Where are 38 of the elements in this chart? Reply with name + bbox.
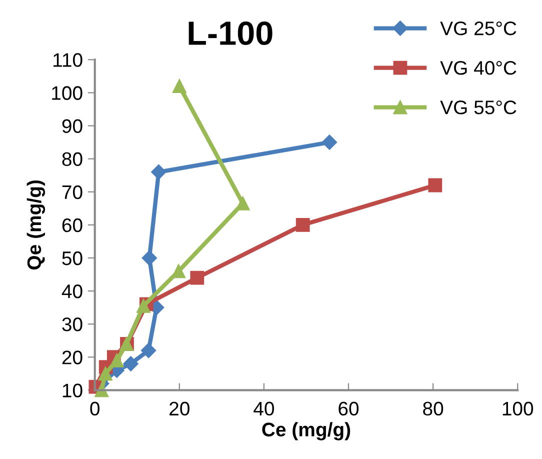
x-tick-label: 80 xyxy=(423,402,444,416)
x-axis-title: Ce (mg/g) xyxy=(262,422,350,440)
y-tick-label: 90 xyxy=(62,119,82,134)
point xyxy=(236,196,250,210)
point xyxy=(428,178,442,192)
point xyxy=(123,356,138,372)
y-tick-label: 110 xyxy=(54,53,82,67)
x-tick-label: 100 xyxy=(502,402,534,416)
point xyxy=(140,342,156,358)
point xyxy=(322,134,338,150)
point xyxy=(94,383,109,398)
y-tick-label: 10 xyxy=(62,384,82,398)
y-tick-label: 60 xyxy=(62,218,82,232)
point xyxy=(190,270,204,285)
y-tick-label: 50 xyxy=(62,251,82,266)
x-tick-label: 60 xyxy=(338,402,359,416)
x-tick-label: 40 xyxy=(254,402,274,416)
y-tick-label: 70 xyxy=(62,185,82,200)
point xyxy=(142,250,157,266)
point xyxy=(172,264,186,278)
point xyxy=(136,298,150,313)
point xyxy=(110,353,124,368)
x-tick-label: 0 xyxy=(90,402,100,416)
y-tick-label: 20 xyxy=(62,350,82,364)
y-tick-label: 80 xyxy=(62,152,82,166)
y-tick-label: 100 xyxy=(52,86,82,100)
legend-label: VG 25°C xyxy=(440,22,516,36)
y-tick-label: 40 xyxy=(62,284,82,298)
y-tick-label: 30 xyxy=(62,318,82,332)
point xyxy=(98,366,112,381)
point xyxy=(296,218,310,232)
point xyxy=(172,79,186,94)
y-axis-title: Qe (mg/g) xyxy=(26,180,46,270)
legend-label: VG 40°C xyxy=(440,61,516,75)
point xyxy=(151,164,166,180)
chart-title: L-100 xyxy=(188,21,272,46)
legend-label: VG 55°C xyxy=(440,100,516,114)
x-tick-label: 20 xyxy=(170,402,190,416)
